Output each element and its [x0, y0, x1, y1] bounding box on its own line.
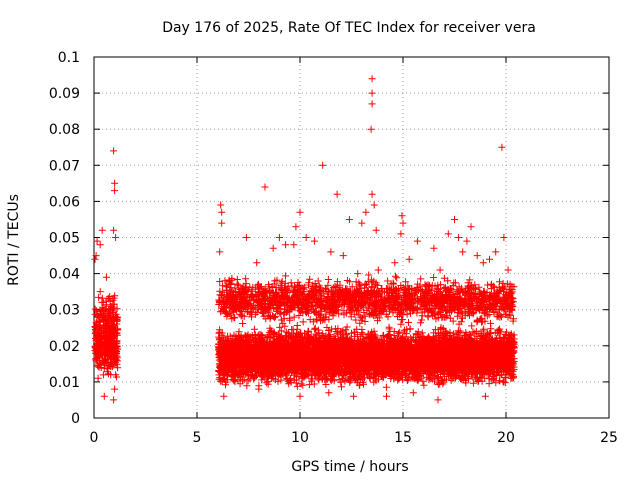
axis-ticks — [93, 56, 610, 419]
data-point — [100, 339, 108, 347]
data-point — [108, 361, 116, 369]
data-point — [91, 323, 99, 331]
x-tick-label: 10 — [291, 430, 309, 446]
data-point — [434, 381, 442, 388]
data-point — [311, 324, 319, 332]
data-point — [95, 314, 103, 321]
data-point — [110, 300, 118, 308]
data-point — [106, 307, 114, 315]
data-point — [419, 377, 427, 385]
data-point — [103, 368, 111, 376]
data-point — [109, 326, 116, 334]
data-point — [92, 337, 100, 345]
data-point — [99, 371, 107, 379]
data-point — [111, 292, 119, 300]
data-point — [96, 310, 104, 318]
data-point — [105, 334, 113, 342]
y-tick-label: 0.07 — [49, 158, 80, 174]
y-tick-label: 0.08 — [49, 122, 80, 138]
data-point — [250, 325, 258, 333]
data-point — [114, 345, 122, 353]
data-point — [91, 305, 99, 313]
data-point — [325, 326, 333, 334]
data-point — [91, 342, 99, 350]
x-tick-label: 25 — [600, 430, 618, 446]
data-point — [98, 294, 106, 302]
x-tick-label: 15 — [394, 430, 412, 446]
data-point — [243, 382, 251, 390]
data-point — [94, 334, 102, 342]
data-point — [113, 331, 121, 339]
y-tick-label: 0.03 — [49, 303, 80, 319]
data-point — [109, 296, 117, 304]
x-tick-label: 0 — [90, 430, 99, 446]
data-point — [95, 332, 103, 340]
data-point — [113, 317, 120, 325]
y-tick-label: 0.05 — [49, 231, 80, 247]
data-point — [107, 316, 115, 324]
data-point — [114, 364, 122, 372]
data-point — [113, 354, 121, 362]
data-point — [109, 337, 117, 345]
y-tick-label: 0.06 — [49, 194, 80, 210]
data-point — [322, 381, 330, 388]
data-point — [100, 364, 108, 372]
x-tick-labels: 0 5 10 15 20 25 — [90, 430, 618, 446]
data-point — [447, 376, 455, 384]
data-point — [109, 348, 117, 356]
y-tick-label: 0.1 — [58, 50, 80, 66]
y-tick-label: 0.04 — [49, 267, 80, 283]
y-tick-label: 0.09 — [49, 86, 80, 102]
y-tick-label: 0.01 — [49, 375, 80, 391]
data-point — [95, 293, 103, 301]
data-point — [480, 325, 488, 333]
y-tick-labels: 0 0.01 0.02 0.03 0.04 0.05 0.06 0.07 0.08 0.09 0.1 — [49, 50, 80, 427]
data-point — [92, 355, 100, 363]
data-point — [100, 306, 107, 314]
data-point — [113, 339, 121, 347]
data-point — [299, 381, 307, 389]
data-point — [96, 318, 104, 326]
data-point — [100, 347, 107, 355]
x-tick-label: 5 — [193, 430, 202, 446]
y-tick-label: 0 — [71, 411, 80, 427]
data-point — [360, 380, 367, 388]
data-point — [105, 349, 113, 357]
data-point — [382, 383, 390, 391]
data-point — [100, 311, 108, 319]
data-point — [297, 380, 305, 388]
data-points — [91, 75, 518, 404]
data-point — [420, 381, 428, 389]
data-point — [105, 306, 113, 314]
x-tick-label: 20 — [497, 430, 515, 446]
data-point — [101, 343, 109, 351]
chart-title: Day 176 of 2025, Rate Of TEC Index for r… — [162, 20, 536, 36]
y-tick-label: 0.02 — [49, 339, 80, 355]
data-point — [112, 349, 120, 357]
data-point — [97, 338, 105, 346]
data-point — [105, 322, 113, 329]
